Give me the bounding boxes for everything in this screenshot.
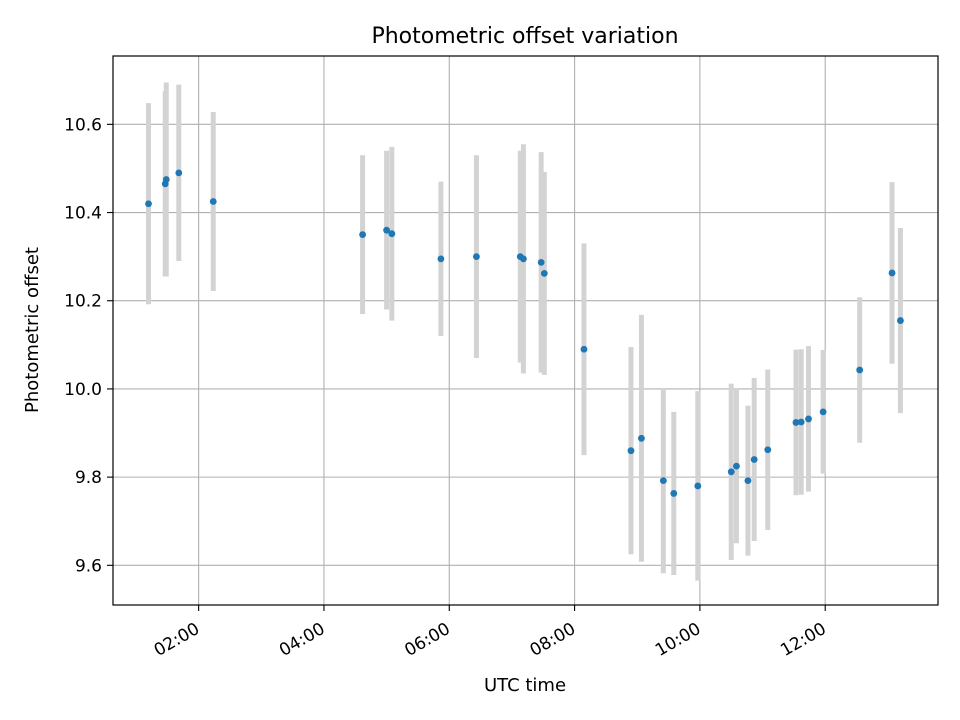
data-point	[383, 226, 391, 234]
chart-title: Photometric offset variation	[371, 24, 678, 49]
data-point	[727, 468, 735, 476]
data-point	[627, 447, 635, 455]
data-point	[209, 198, 217, 205]
data-point	[520, 255, 527, 263]
x-axis: 02:00 04:00 06:00 08:00 10:00 12:00	[151, 605, 830, 661]
data-point	[805, 415, 812, 423]
data-point	[733, 462, 740, 470]
data-point	[638, 434, 645, 442]
data-point	[659, 477, 667, 485]
data-point	[897, 317, 904, 324]
data-point	[819, 408, 827, 416]
plot-frame	[112, 55, 939, 606]
data-point	[670, 490, 678, 497]
data-point	[856, 366, 864, 374]
data-point	[162, 176, 170, 183]
grid	[113, 56, 938, 605]
x-tick-label: 04:00	[276, 619, 328, 661]
y-tick-label: 10.2	[64, 292, 102, 312]
data-point	[388, 230, 396, 238]
y-tick-label: 9.8	[75, 468, 102, 488]
data-point	[888, 269, 896, 277]
x-tick-label: 12:00	[777, 619, 829, 661]
data-points	[145, 169, 904, 497]
y-tick-label: 9.6	[75, 556, 102, 576]
data-point	[792, 419, 800, 426]
data-point	[145, 200, 152, 208]
data-point	[764, 446, 772, 454]
x-tick-label: 10:00	[652, 619, 704, 661]
data-point	[580, 345, 588, 353]
x-axis-label: UTC time	[484, 675, 566, 696]
data-point	[473, 253, 480, 261]
y-tick-label: 10.0	[64, 380, 102, 400]
data-point	[797, 418, 805, 426]
data-point	[744, 477, 752, 485]
x-tick-label: 08:00	[527, 619, 579, 661]
error-bars	[146, 82, 903, 581]
data-point	[540, 269, 548, 277]
data-point	[750, 456, 758, 463]
x-tick-label: 02:00	[151, 619, 203, 661]
data-point	[175, 169, 183, 177]
data-point	[359, 231, 366, 238]
data-point	[694, 482, 702, 490]
y-axis-label: Photometric offset	[22, 247, 43, 413]
data-point	[537, 258, 545, 266]
x-tick-label: 06:00	[401, 619, 453, 661]
y-axis: 9.6 9.8 10.0 10.2 10.4 10.6	[64, 115, 113, 576]
y-tick-label: 10.6	[64, 115, 102, 135]
y-tick-label: 10.4	[64, 204, 102, 224]
data-point	[437, 255, 445, 263]
